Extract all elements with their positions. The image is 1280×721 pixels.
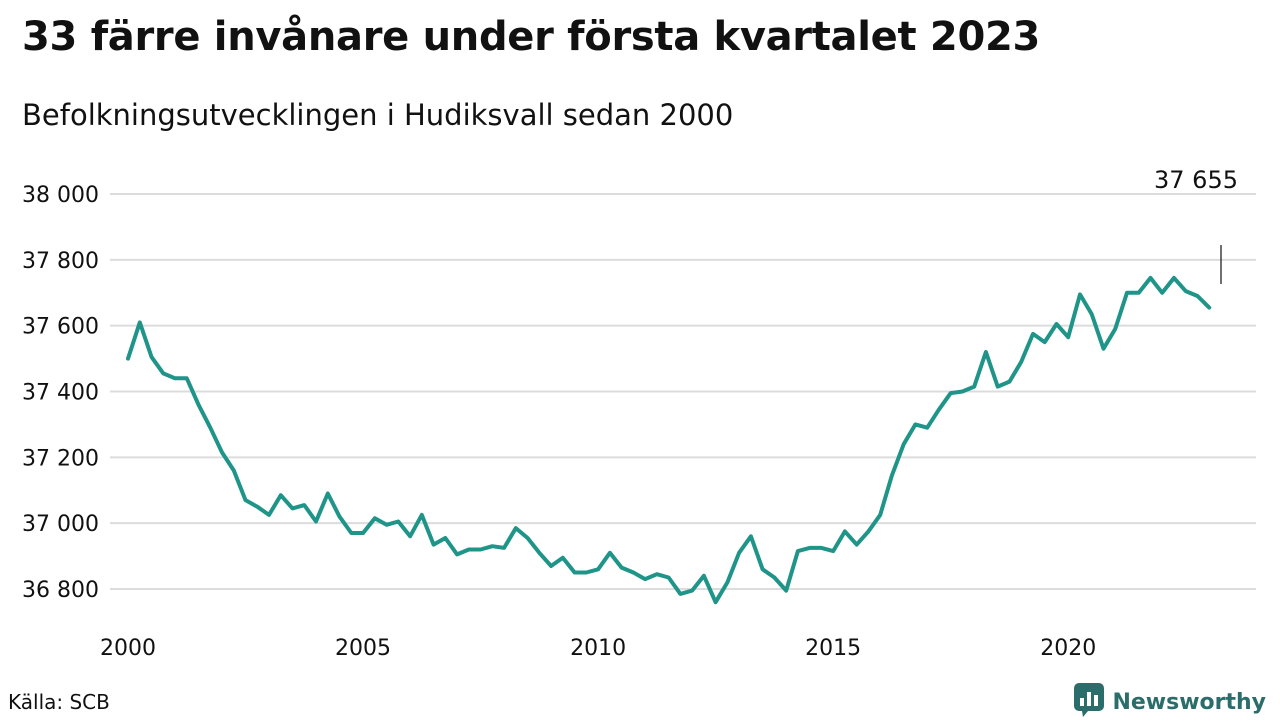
y-tick-label: 37 800 — [22, 249, 99, 274]
source-note: Källa: SCB — [8, 690, 110, 714]
y-tick-label: 38 000 — [22, 183, 99, 208]
annotation-layer: 37 655 — [1154, 166, 1238, 284]
brand-logo: Newsworthy — [1074, 683, 1266, 721]
population-series-line — [126, 275, 1212, 605]
last-value-label: 37 655 — [1154, 166, 1238, 194]
bar-chart-logo-icon — [1074, 683, 1105, 721]
y-tick-label: 36 800 — [22, 578, 99, 603]
x-tick-label: 2005 — [335, 636, 391, 661]
grid-lines — [110, 193, 1256, 590]
chart-title: 33 färre invånare under första kvartalet… — [22, 14, 1041, 60]
brand-name: Newsworthy — [1112, 689, 1266, 715]
y-tick-label: 37 200 — [22, 446, 99, 471]
y-tick-label: 37 400 — [22, 381, 99, 406]
series-layer — [126, 275, 1212, 605]
y-tick-label: 37 000 — [22, 512, 99, 537]
chart-subtitle: Befolkningsutvecklingen i Hudiksvall sed… — [22, 98, 734, 132]
x-tick-label: 2010 — [570, 636, 626, 661]
x-axis-ticks: 2000 2005 2010 2015 2020 — [100, 636, 1096, 661]
y-tick-label: 37 600 — [22, 315, 99, 340]
x-tick-label: 2000 — [100, 636, 156, 661]
y-axis-ticks: 36 800 37 000 37 200 37 400 37 600 37 800 38 0… — [22, 183, 99, 603]
x-tick-label: 2020 — [1040, 636, 1096, 661]
x-tick-label: 2015 — [805, 636, 861, 661]
